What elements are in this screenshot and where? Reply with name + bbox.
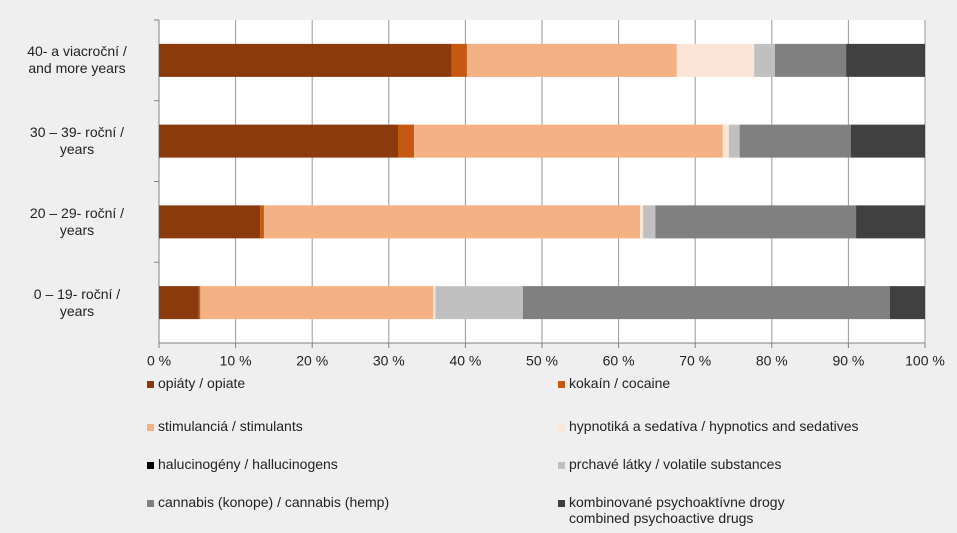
bar-segment — [722, 124, 729, 158]
bar-segment — [846, 43, 925, 77]
bar-segment — [676, 43, 755, 77]
bar-segment — [159, 286, 199, 320]
x-tick-label: 100 % — [905, 353, 945, 369]
bar-segment — [856, 205, 925, 239]
bar-segment — [640, 205, 644, 239]
x-tick-label: 20 % — [296, 353, 328, 369]
y-tick-label: 30 – 39- roční / years — [29, 124, 125, 158]
bar-segment — [159, 124, 398, 158]
legend-label: opiáty / opiate — [158, 375, 246, 391]
legend-swatch — [558, 462, 565, 469]
y-tick-label: 20 – 29- roční / years — [29, 204, 125, 238]
bar-segment — [754, 43, 775, 77]
x-tick-label: 70 % — [679, 353, 711, 369]
x-tick-label: 40 % — [449, 353, 481, 369]
legend-label: kokaín / cocaine — [569, 375, 671, 391]
bar-segment — [263, 205, 641, 239]
bar-segment — [433, 286, 436, 320]
bar-segment — [466, 43, 677, 77]
bar-segment — [889, 286, 925, 320]
y-tick-label: 0 – 19- roční / years — [33, 285, 121, 319]
bar-segment — [522, 286, 890, 320]
legend-label: cannabis (konope) / cannabis (hemp) — [158, 494, 390, 510]
bar-segment — [397, 124, 415, 158]
legend-label: prchavé látky / volatile substances — [569, 456, 782, 472]
x-tick-label: 50 % — [526, 353, 558, 369]
bar-segment — [739, 124, 851, 158]
legend-swatch — [558, 424, 565, 431]
bar-segment — [643, 205, 656, 239]
bar-segment — [159, 43, 452, 77]
bar-segment — [435, 286, 523, 320]
bar-segment — [850, 124, 925, 158]
bar-segment — [774, 43, 847, 77]
bar-segment — [414, 124, 723, 158]
legend-label: hypnotiká a sedatíva / hypnotics and sed… — [569, 418, 859, 434]
legend-label: halucinogény / hallucinogens — [158, 456, 338, 472]
legend-swatch — [558, 500, 565, 507]
bar-segment — [200, 286, 434, 320]
x-tick-label: 0 % — [147, 353, 171, 369]
legend-swatch — [558, 381, 565, 388]
bar-segment — [159, 205, 261, 239]
bar-segment — [451, 43, 467, 77]
bar-segment — [260, 205, 264, 239]
x-tick-label: 10 % — [220, 353, 252, 369]
legend-label: kombinované psychoaktívne drogy combined… — [569, 494, 785, 526]
legend-swatch — [147, 500, 154, 507]
bar-segment — [655, 205, 857, 239]
x-tick-label: 80 % — [756, 353, 788, 369]
bar-segment — [728, 124, 740, 158]
x-tick-label: 30 % — [373, 353, 405, 369]
x-tick-label: 90 % — [832, 353, 864, 369]
legend-swatch — [147, 462, 154, 469]
legend-swatch — [147, 424, 154, 431]
x-tick-label: 60 % — [603, 353, 635, 369]
legend-swatch — [147, 381, 154, 388]
legend-label: stimulanciá / stimulants — [158, 418, 303, 434]
bar-segment — [198, 286, 201, 320]
y-tick-label: 40- a viacroční / and more years — [27, 43, 127, 77]
